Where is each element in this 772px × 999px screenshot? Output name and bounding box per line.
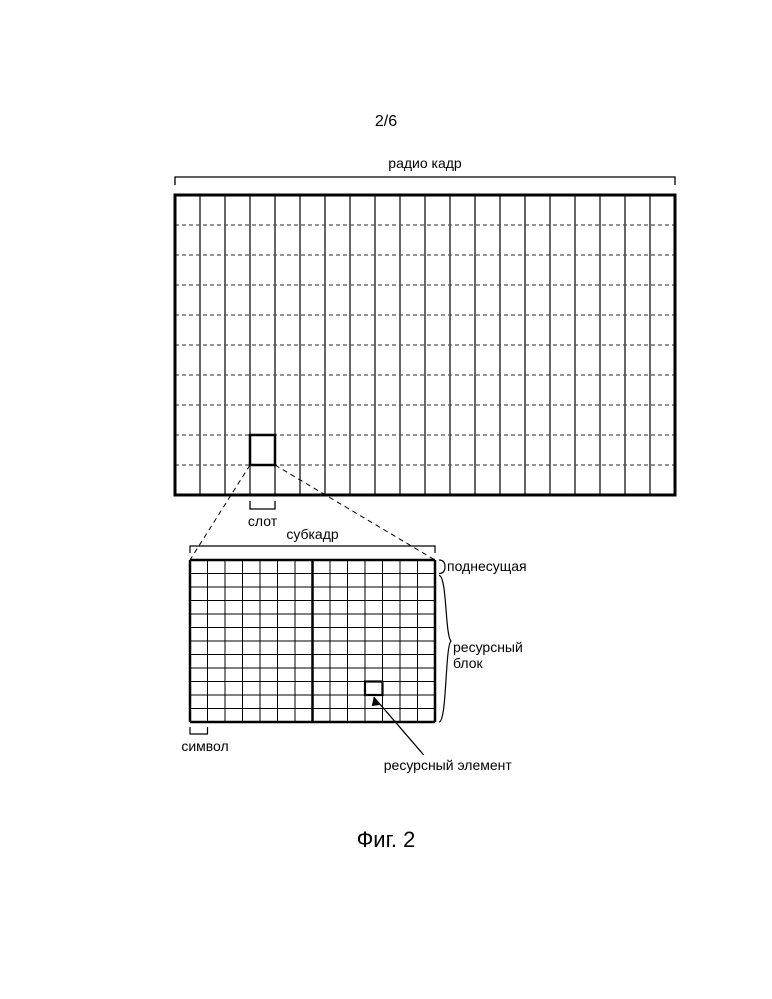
resource-element-label: ресурсный элемент: [384, 755, 584, 775]
subcarrier-label: поднесущая: [447, 556, 557, 576]
resource-element-cell: [365, 682, 383, 696]
subcarrier-brace: [439, 560, 445, 574]
highlighted-slot-cell: [250, 435, 275, 465]
symbol-label: символ: [165, 736, 245, 756]
figure-canvas: 2/6радио кадрслотсубкадрсимволподнесущая…: [0, 0, 772, 999]
subframe-label: субкадр: [190, 524, 435, 544]
figure-caption: Фиг. 2: [0, 825, 772, 855]
symbol-bracket: [190, 727, 208, 734]
radio-frame-grid: [175, 177, 675, 560]
radio-frame-label: радио кадр: [175, 153, 675, 173]
resource-element-arrow: [374, 697, 424, 755]
resource-block-grid: [190, 546, 451, 755]
radio-frame-bracket: [175, 177, 675, 185]
resource-block-label: ресурсный блок: [453, 635, 563, 675]
subframe-bracket: [190, 546, 435, 553]
slot-bracket: [250, 501, 275, 509]
resource-block-brace: [439, 576, 451, 723]
page-number: 2/6: [0, 110, 772, 134]
